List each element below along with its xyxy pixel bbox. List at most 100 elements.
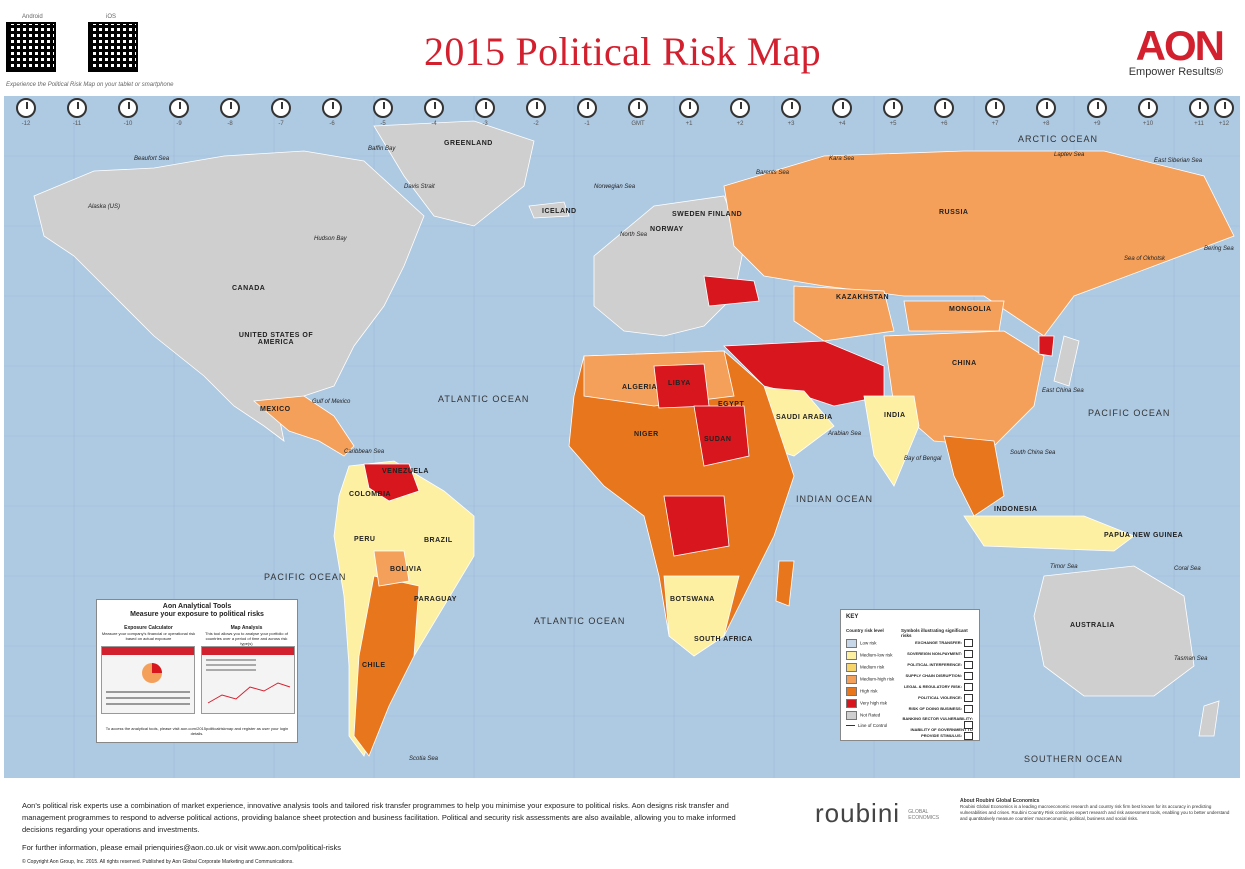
ocean-label: SOUTHERN OCEAN <box>1024 754 1124 764</box>
key-level-label: Not Rated <box>860 712 881 718</box>
key-symbol-heading: Symbols illustrating significant risks <box>901 628 968 638</box>
region-label: MEXICO <box>260 406 291 413</box>
key-level-row: Low risk <box>846 639 877 648</box>
map-analysis-preview <box>202 647 294 704</box>
exchange-transfer-icon <box>964 639 973 647</box>
timezone-label: -3 <box>482 121 488 127</box>
sea-label: Sea of Okhotsk <box>1124 256 1166 262</box>
key-symbol-row: POLITICAL INTERFERENCE: <box>901 661 973 669</box>
roubini-about-text: Roubini Global Economics is a leading ma… <box>960 804 1230 821</box>
timezone-label: -11 <box>72 121 82 127</box>
sea-label: Arabian Sea <box>828 431 862 437</box>
roubini-name: roubini <box>815 798 901 828</box>
key-level-row: Not Rated <box>846 711 880 720</box>
exposure-calculator-title: Exposure Calculator <box>124 625 173 631</box>
land-se-asia <box>943 435 1005 517</box>
exposure-calculator-screenshot[interactable] <box>101 646 195 714</box>
sea-label: South China Sea <box>1010 450 1056 456</box>
sea-label: Hudson Bay <box>314 236 347 242</box>
key-symbol-row: INABILITY OF GOVERNMENT TO PROVIDE STIMU… <box>901 727 973 740</box>
region-label: NORWAY <box>650 226 684 233</box>
legal-regulatory-risk-icon <box>964 683 973 691</box>
region-label: UNITED STATES OF AMERICA <box>238 332 314 346</box>
clock-icon <box>373 98 393 118</box>
clock-icon <box>577 98 597 118</box>
key-symbol-label: SOVEREIGN NON-PAYMENT: <box>907 651 962 657</box>
timezone-label: GMT <box>631 121 645 127</box>
qr-tagline: Experience the Political Risk Map on you… <box>6 82 174 88</box>
land-venezuela <box>363 463 420 502</box>
timezone-label: -5 <box>380 121 386 127</box>
key-symbol-label: EXCHANGE TRANSFER: <box>915 640 962 646</box>
region-label: SOUTH AFRICA <box>694 636 753 643</box>
sovereign-non-payment-icon <box>964 650 973 658</box>
sea-label: Kara Sea <box>829 156 855 162</box>
map-analysis-text: This tool allows you to analyse your por… <box>205 631 288 646</box>
region-label: LIBYA <box>668 380 691 387</box>
land-argentina <box>353 575 420 757</box>
sea-label: Laptev Sea <box>1054 152 1085 158</box>
land-russia <box>723 150 1235 337</box>
government-stimulus-icon <box>964 732 973 740</box>
map-analysis-screenshot[interactable] <box>201 646 295 714</box>
aon-logo: AON Empower Results® <box>1129 25 1225 79</box>
timezone-label: -1 <box>584 121 590 127</box>
sea-label: Baffin Bay <box>368 146 396 152</box>
clock-icon <box>1036 98 1056 118</box>
region-label: EGYPT <box>718 401 745 408</box>
region-label: AUSTRALIA <box>1070 622 1115 629</box>
qr-android-label: Android <box>22 14 43 20</box>
footer-text: Aon's political risk experts use a combi… <box>22 800 762 868</box>
ocean-label: ARCTIC OCEAN <box>1018 134 1099 144</box>
analytical-tools-panel: Aon Analytical Tools Measure your exposu… <box>96 599 298 743</box>
timezone-label: +1 <box>685 121 693 127</box>
region-label: RUSSIA <box>939 209 969 216</box>
clock-icon <box>475 98 495 118</box>
timezone-label: -9 <box>176 121 182 127</box>
key-symbol-row: SOVEREIGN NON-PAYMENT: <box>901 650 973 658</box>
land-australia <box>1033 565 1195 697</box>
sea-label: Norwegian Sea <box>594 184 636 190</box>
key-level-label: High risk <box>860 688 878 694</box>
tools-footer: To access the analytical tools, please v… <box>105 726 289 736</box>
key-symbol-row: EXCHANGE TRANSFER: <box>901 639 973 647</box>
sea-label: Alaska (US) <box>88 204 121 210</box>
clock-icon <box>1138 98 1158 118</box>
android-qr-code[interactable] <box>6 22 56 72</box>
clock-icon <box>118 98 138 118</box>
sea-label: Scotia Sea <box>409 756 439 762</box>
sea-label: North Sea <box>620 232 648 238</box>
map-analysis-column: Map Analysis This tool allows you to ana… <box>199 625 294 646</box>
sea-label: Tasman Sea <box>1174 656 1208 662</box>
land-europe <box>593 195 745 337</box>
footer-contact[interactable]: For further information, please email pr… <box>22 843 341 852</box>
map-analysis-title: Map Analysis <box>230 625 263 631</box>
key-swatch <box>846 711 857 720</box>
clock-icon <box>1087 98 1107 118</box>
key-symbol-row: SUPPLY CHAIN DISRUPTION: <box>901 672 973 680</box>
world-map[interactable]: -12 -11 -10 -9 -8 -7 -6 -5 -4 -3 -2 -1 G… <box>4 96 1240 778</box>
map-key: KEY Country risk level Symbols illustrat… <box>840 609 980 741</box>
clock-icon <box>67 98 87 118</box>
key-symbol-label: POLITICAL VIOLENCE: <box>918 695 962 701</box>
timezone-label: -12 <box>21 121 31 127</box>
key-level-label: Very high risk <box>860 700 888 706</box>
region-label: CANADA <box>232 285 266 292</box>
region-label: PARAGUAY <box>414 596 457 603</box>
land-north-korea <box>1038 335 1055 357</box>
clock-icon <box>934 98 954 118</box>
clock-icon <box>832 98 852 118</box>
ocean-label: INDIAN OCEAN <box>796 494 874 504</box>
clock-icon <box>1214 98 1234 118</box>
key-level-row: Line of Control <box>846 723 887 728</box>
key-symbol-label: LEGAL & REGULATORY RISK: <box>903 684 962 690</box>
ocean-label: ATLANTIC OCEAN <box>438 394 530 404</box>
timezone-label: +4 <box>838 121 846 127</box>
key-level-label: Medium-high risk <box>860 676 895 682</box>
timezone-label: +10 <box>1142 121 1154 127</box>
timezone-label: +9 <box>1093 121 1101 127</box>
timezone-label: -4 <box>431 121 437 127</box>
land-ukraine <box>703 275 760 307</box>
land-southern-africa <box>663 575 740 657</box>
ios-qr-code[interactable] <box>88 22 138 72</box>
